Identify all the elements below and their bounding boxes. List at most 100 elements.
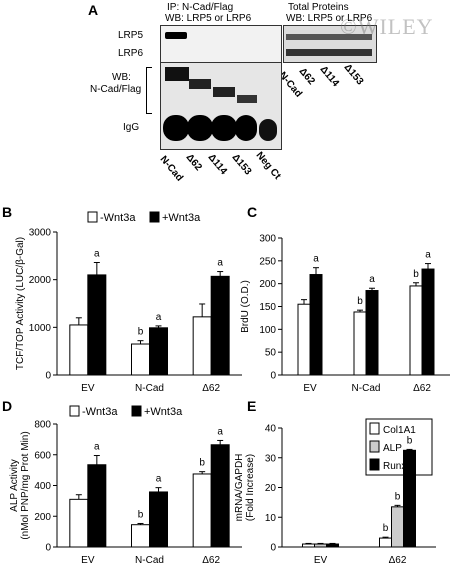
- ip-blot-bottom: [160, 62, 282, 150]
- d-xtick-label: Δ62: [202, 555, 220, 566]
- d-bar-1-1: [149, 491, 168, 548]
- igg-band-5: [259, 119, 277, 141]
- d-annotation: b: [199, 458, 205, 469]
- e-legend-label: Runx2: [383, 461, 412, 472]
- d-bar-0-1: [131, 524, 150, 548]
- d62-band: [189, 79, 211, 89]
- b-ytick-label: 2000: [29, 275, 52, 286]
- b-xtick-label: Δ62: [202, 383, 220, 394]
- total-lrp6-band: [286, 49, 372, 56]
- c-ytick-label: 50: [265, 348, 277, 359]
- e-bar-1-1: [391, 506, 404, 548]
- b-legend-swatch: [87, 211, 98, 223]
- d-bar-0-2: [192, 473, 212, 548]
- ip-title-line1: IP: N-Cad/Flag: [167, 2, 234, 13]
- panel-d-letter: D: [2, 398, 13, 414]
- c-bar-0-2: [409, 285, 423, 376]
- b-legend-swatch: [149, 211, 160, 223]
- c-xtick-label: Δ62: [413, 383, 431, 394]
- b-bar-1-2: [210, 275, 230, 376]
- b-bar-0-1: [131, 343, 150, 376]
- d-ytick-label: 600: [34, 450, 51, 461]
- c-ytick-label: 200: [259, 279, 276, 290]
- row-label-lrp6: LRP6: [118, 48, 144, 59]
- c-ytick-label: 150: [259, 302, 276, 313]
- e-bar-0-1: [379, 537, 392, 548]
- b-bar-0-2: [192, 316, 212, 376]
- b-annotation: b: [138, 327, 144, 338]
- e-bar-2-0: [326, 543, 339, 548]
- c-bar-1-1: [365, 290, 379, 376]
- b-ytick-label: 3000: [29, 228, 52, 239]
- e-ylabel2: (Fold Increase): [245, 454, 256, 521]
- e-ytick-label: 0: [270, 543, 276, 554]
- igg-band-2: [187, 115, 213, 141]
- d-ytick-label: 800: [34, 420, 51, 431]
- d114-band: [213, 87, 235, 97]
- igg-band-3: [211, 115, 237, 141]
- e-annotation: b: [383, 523, 389, 534]
- d-annotation: a: [217, 426, 223, 437]
- wiley-watermark: ©WILEY: [340, 14, 434, 39]
- e-legend-swatch: [369, 458, 380, 471]
- c-bar-1-0: [309, 274, 323, 376]
- b-ylabel: TCF/TOP Activity (LUC/β-Gal): [15, 237, 26, 370]
- b-xtick-label: N-Cad: [135, 383, 164, 394]
- d-ytick-label: 0: [45, 543, 51, 554]
- d-bar-1-0: [87, 464, 107, 548]
- e-ytick-label: 40: [265, 424, 277, 435]
- d153-band: [237, 95, 257, 103]
- c-annotation: a: [369, 274, 375, 285]
- total-blot: [283, 25, 377, 63]
- c-annotation: b: [357, 296, 363, 307]
- c-ytick-label: 300: [259, 234, 276, 245]
- c-bar-0-1: [353, 311, 367, 376]
- c-annotation: a: [313, 254, 319, 265]
- e-ylabel: mRNA/GAPDH: [234, 454, 245, 522]
- c-ytick-label: 250: [259, 256, 276, 267]
- b-annotation: a: [217, 258, 223, 269]
- row-label-lrp5: LRP5: [118, 30, 144, 41]
- e-ytick-label: 20: [265, 483, 277, 494]
- c-xtick-label: N-Cad: [352, 383, 381, 394]
- igg-band-4: [235, 115, 257, 141]
- e-legend-swatch: [369, 422, 380, 435]
- panel-a-letter: A: [88, 2, 99, 18]
- total-title-line1: Total Proteins: [288, 2, 349, 13]
- d-bar-0-0: [69, 498, 89, 548]
- d-legend-swatch: [69, 405, 80, 417]
- b-bar-1-0: [87, 274, 107, 376]
- c-bar-1-2: [421, 268, 435, 376]
- b-annotation: a: [156, 312, 162, 323]
- c-annotation: b: [413, 269, 419, 280]
- bracket: [146, 67, 152, 114]
- ncad-band: [165, 67, 189, 81]
- panel-e-letter: E: [247, 398, 257, 414]
- c-ytick-label: 100: [259, 325, 276, 336]
- ip-title-line2: WB: LRP5 or LRP6: [165, 13, 252, 24]
- e-bar-1-0: [314, 543, 327, 548]
- total-lrp5-band: [286, 34, 372, 40]
- d-ytick-label: 200: [34, 512, 51, 523]
- e-ytick-label: 10: [265, 513, 277, 524]
- b-annotation: a: [94, 249, 100, 260]
- e-xtick-label: Δ62: [389, 555, 407, 566]
- d-ylabel2: (nMol PNP/mg Prot Min): [20, 431, 31, 539]
- d-legend-label: +Wnt3a: [144, 406, 183, 418]
- c-annotation: a: [425, 250, 431, 261]
- panel-b-letter: B: [2, 204, 13, 220]
- b-ytick-label: 1000: [29, 323, 52, 334]
- d-legend-swatch: [131, 405, 142, 417]
- d-ylabel: ALP Activity: [9, 459, 20, 512]
- b-bar-1-1: [149, 327, 168, 376]
- b-legend-label: +Wnt3a: [162, 212, 201, 224]
- e-legend-swatch: [369, 440, 380, 453]
- d-xtick-label: N-Cad: [135, 555, 164, 566]
- d-bar-1-2: [210, 444, 230, 548]
- ip-blot-top: [160, 25, 282, 63]
- d-ytick-label: 400: [34, 481, 51, 492]
- c-bar-0-0: [297, 303, 311, 376]
- d-legend-label: -Wnt3a: [82, 406, 118, 418]
- e-bar-0-0: [302, 543, 315, 548]
